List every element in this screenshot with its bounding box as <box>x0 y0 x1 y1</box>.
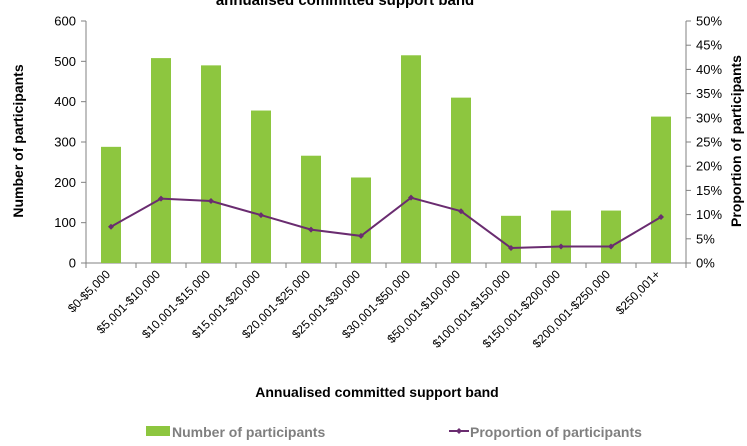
plot-area: 0 100 200 300 400 500 600 0% 5% 10% 15% 20% 25% 30% 35… <box>54 14 722 351</box>
bar <box>451 97 471 263</box>
y2-tick-label: 50% <box>696 14 722 29</box>
line-point <box>358 232 364 239</box>
y-tick-label: 500 <box>54 54 76 69</box>
y-axis-title: Number of participants <box>10 64 26 217</box>
line-point <box>308 226 314 233</box>
bar <box>601 210 621 263</box>
legend-swatch-bars <box>146 426 170 436</box>
line-point <box>208 198 214 205</box>
bar <box>551 210 571 263</box>
y2-tick-label: 25% <box>696 135 722 150</box>
line-series <box>110 196 662 250</box>
bar <box>501 215 521 263</box>
y-tick-label: 200 <box>54 175 76 190</box>
line-point <box>508 244 514 251</box>
bar <box>651 116 671 263</box>
y2-tick-label: 40% <box>696 62 722 77</box>
legend-label-line: Proportion of participants <box>470 424 642 440</box>
bar <box>401 55 421 264</box>
line-point <box>108 223 114 230</box>
line-point <box>658 214 664 221</box>
y2-tick-label: 30% <box>696 110 722 125</box>
y2-tick-label: 0% <box>696 256 715 271</box>
x-tick-label: $250,001+ <box>613 267 663 317</box>
y2-tick-label: 35% <box>696 86 722 101</box>
bar <box>101 146 121 263</box>
line-point <box>558 243 564 250</box>
legend-label-bars: Number of participants <box>172 424 325 440</box>
bar <box>201 65 221 263</box>
y2-axis-title: Proportion of participants <box>728 55 744 227</box>
y2-tick-label: 10% <box>696 207 722 222</box>
y-tick-label: 0 <box>69 256 76 271</box>
y2-tick-label: 45% <box>696 38 722 53</box>
x-axis-title: Annualised committed support band <box>255 384 498 400</box>
legend: Number of participants Proportion of par… <box>146 424 642 440</box>
y2-tick-label: 20% <box>696 159 722 174</box>
bar <box>251 110 271 263</box>
y-tick-label: 600 <box>54 14 76 29</box>
y-tick-label: 400 <box>54 94 76 109</box>
y2-tick-label: 15% <box>696 183 722 198</box>
bar <box>151 58 171 264</box>
line-point <box>258 212 264 219</box>
bar <box>351 177 371 263</box>
line-point <box>158 195 164 202</box>
x-tick-label: $0-$5,000 <box>65 267 113 315</box>
bar <box>301 155 321 263</box>
chart-title: annualised committed support band <box>216 0 474 9</box>
y-tick-label: 300 <box>54 135 76 150</box>
line-point <box>458 208 464 215</box>
line-point <box>408 194 414 201</box>
y-tick-label: 100 <box>54 215 76 230</box>
y2-tick-label: 5% <box>696 231 715 246</box>
line-point <box>608 243 614 250</box>
legend-swatch-marker <box>456 428 462 434</box>
